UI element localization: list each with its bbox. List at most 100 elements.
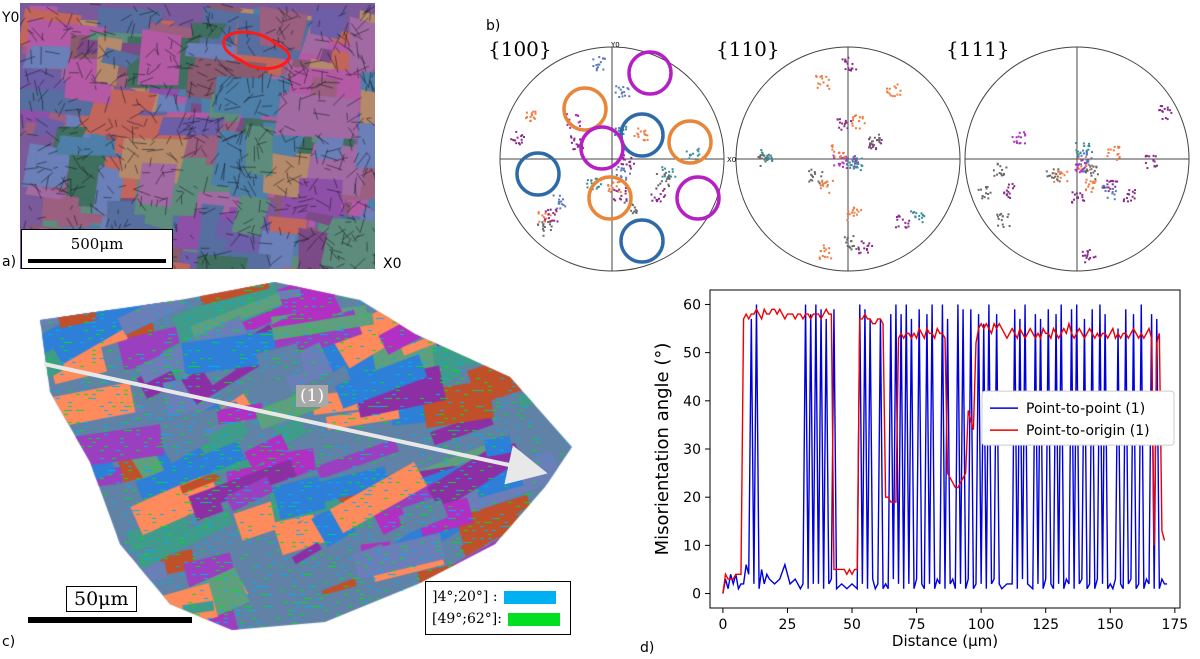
pole-point xyxy=(810,168,813,171)
pole-point xyxy=(621,91,624,94)
pole-point xyxy=(1075,142,1078,145)
pole-point xyxy=(855,165,858,168)
pole-point xyxy=(624,189,627,192)
pole-point xyxy=(848,161,851,164)
pole-point xyxy=(1083,145,1086,148)
pole-point xyxy=(996,213,999,216)
pole-point xyxy=(846,159,849,162)
pole-point xyxy=(662,195,665,198)
pole-point xyxy=(1000,219,1003,222)
profile-line-label: (1) xyxy=(296,385,329,407)
pole-point xyxy=(697,147,700,150)
pole-point xyxy=(670,175,673,178)
pole-point xyxy=(1085,150,1088,153)
pole-point xyxy=(1005,166,1008,169)
pole-point xyxy=(542,234,545,237)
pole-point xyxy=(518,143,521,146)
pole-point xyxy=(620,92,623,95)
pole-point xyxy=(852,214,855,217)
pole-point xyxy=(877,138,880,141)
pole-point xyxy=(696,149,699,152)
pole-point xyxy=(622,154,625,157)
pole-point xyxy=(1155,164,1158,167)
pole-point xyxy=(1084,164,1087,167)
pole-point xyxy=(1019,142,1022,145)
pole-point xyxy=(810,173,813,176)
pole-point xyxy=(1006,215,1009,218)
pole-point xyxy=(820,180,823,183)
pole-point xyxy=(886,91,889,94)
pole-point xyxy=(1061,172,1064,175)
pole-point xyxy=(569,135,572,138)
pole-point xyxy=(1048,174,1051,177)
pole-point xyxy=(1079,151,1082,154)
pole-point xyxy=(841,161,844,164)
pole-point xyxy=(664,194,667,197)
pole-point xyxy=(869,136,872,139)
pole-point xyxy=(855,213,858,216)
pole-point xyxy=(558,200,561,203)
variant-circle-purple xyxy=(579,125,625,171)
pole-point xyxy=(1008,192,1011,195)
pole-point xyxy=(1118,156,1121,159)
pole-point xyxy=(1015,140,1018,143)
pole-point xyxy=(575,143,578,146)
y-tick-label: 10 xyxy=(683,538,701,554)
pole-point xyxy=(841,122,844,125)
pole-figure-2 xyxy=(964,46,1190,272)
pole-point xyxy=(862,242,865,245)
pole-point xyxy=(623,91,626,94)
pole-point xyxy=(918,218,921,221)
y-tick-label: 40 xyxy=(683,394,701,410)
pole-point xyxy=(1112,180,1115,183)
pole-point xyxy=(534,110,537,113)
pole-point xyxy=(868,138,871,141)
pole-point xyxy=(830,257,833,260)
pole-point xyxy=(576,145,579,148)
pole-point xyxy=(985,192,988,195)
pole-point xyxy=(763,158,766,161)
pole-point xyxy=(602,57,605,60)
pole-point xyxy=(842,162,845,165)
profile-line-arrow xyxy=(43,362,548,485)
pole-point xyxy=(629,167,632,170)
misorientation-legend: ]4°;20°] : [49°;62°]: xyxy=(425,581,571,635)
pole-point xyxy=(819,250,822,253)
pole-point xyxy=(907,222,910,225)
pole-point xyxy=(616,190,619,193)
pole-point xyxy=(643,132,646,135)
pole-point xyxy=(1089,165,1092,168)
pole-point xyxy=(832,154,835,157)
pole-point xyxy=(1083,166,1086,169)
pole-point xyxy=(1081,158,1084,161)
pole-point xyxy=(828,247,831,250)
pole-point xyxy=(697,150,700,153)
pole-point xyxy=(759,155,762,158)
pole-point xyxy=(532,116,535,119)
pole-point xyxy=(622,167,625,170)
pole-point xyxy=(1058,170,1061,173)
pole-point xyxy=(595,67,598,70)
pole-point xyxy=(869,142,872,145)
pole-point xyxy=(852,165,855,168)
pole-point xyxy=(858,252,861,255)
pole-point xyxy=(660,180,663,183)
pole-point xyxy=(895,216,898,219)
pole-point xyxy=(597,63,600,66)
pole-point xyxy=(813,171,816,174)
pole-point xyxy=(828,87,831,90)
pole-point xyxy=(1078,171,1081,174)
grain-highlight-overlay xyxy=(222,30,291,70)
pole-point xyxy=(1023,133,1026,136)
pole-point xyxy=(818,182,821,185)
pole-point xyxy=(646,138,649,141)
pole-point xyxy=(667,185,670,188)
pole-point xyxy=(859,251,862,254)
pole-point xyxy=(633,135,636,138)
pole-point xyxy=(663,173,666,176)
pole-point xyxy=(541,221,544,224)
pole-point xyxy=(618,96,621,99)
pole-point xyxy=(858,120,861,123)
pole-point xyxy=(878,141,881,144)
scale-bar-a-text: 500μm xyxy=(70,235,124,253)
